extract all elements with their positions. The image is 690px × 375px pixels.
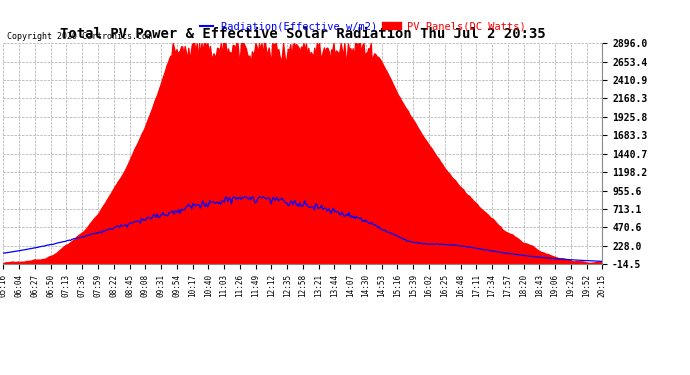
Legend: Radiation(Effective w/m2), PV Panels(DC Watts): Radiation(Effective w/m2), PV Panels(DC …	[196, 17, 529, 36]
Title: Total PV Power & Effective Solar Radiation Thu Jul 2 20:35: Total PV Power & Effective Solar Radiati…	[60, 27, 546, 40]
Text: Copyright 2020 Cartronics.com: Copyright 2020 Cartronics.com	[7, 32, 152, 41]
